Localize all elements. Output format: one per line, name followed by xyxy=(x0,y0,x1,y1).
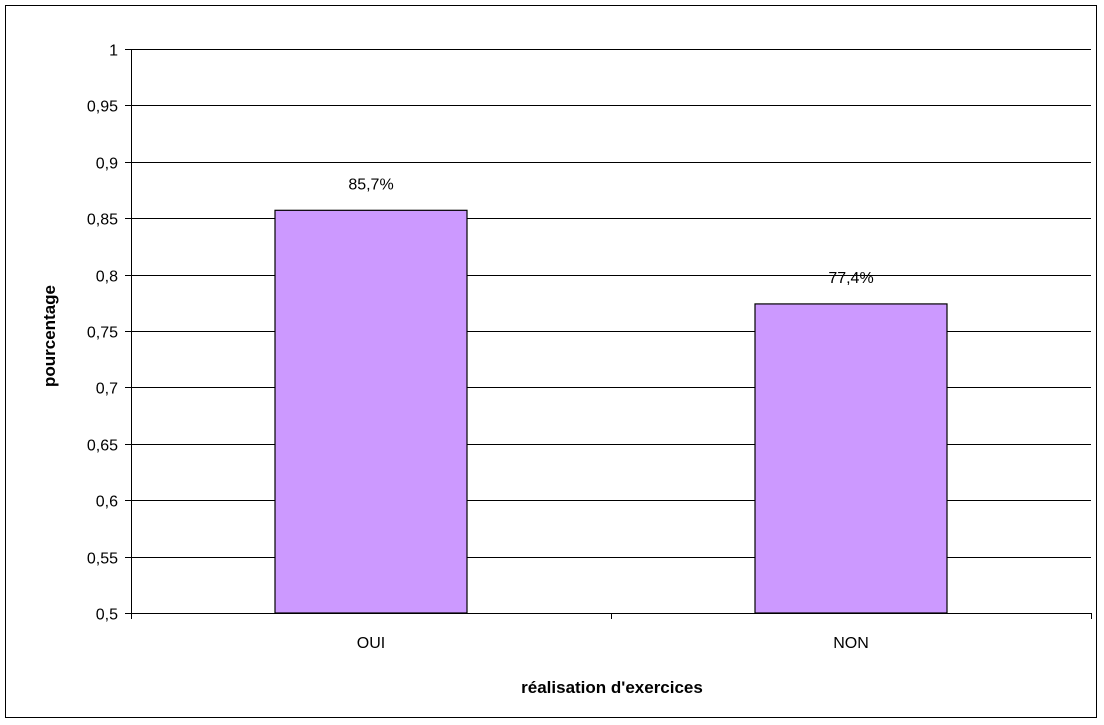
axes xyxy=(125,49,1092,619)
x-tick-label: NON xyxy=(833,635,869,652)
x-axis-title: réalisation d'exercices xyxy=(521,678,703,697)
y-tick-labels: 0,5 0,55 0,6 0,65 0,7 0,75 0,8 0,85 0,9 0,95 1 xyxy=(87,43,118,624)
y-tick-label: 0,7 xyxy=(96,381,118,398)
bar-oui xyxy=(274,209,468,614)
y-tick-label: 0,8 xyxy=(96,269,118,286)
y-tick-label: 0,65 xyxy=(87,438,118,455)
x-tick-labels: OUI NON xyxy=(357,635,869,652)
y-tick-label: 0,6 xyxy=(96,494,118,511)
data-label: 85,7% xyxy=(348,176,393,193)
bar-non xyxy=(754,303,948,614)
data-label: 77,4% xyxy=(828,270,873,287)
y-tick-label: 1 xyxy=(109,43,118,60)
y-tick-label: 0,5 xyxy=(96,607,118,624)
y-tick-label: 0,85 xyxy=(87,212,118,229)
x-tick-label: OUI xyxy=(357,635,385,652)
y-tick-label: 0,95 xyxy=(87,99,118,116)
y-tick-label: 0,9 xyxy=(96,156,118,173)
data-labels: 85,7% 77,4% xyxy=(348,176,873,287)
y-tick-label: 0,75 xyxy=(87,325,118,342)
y-axis-title: pourcentage xyxy=(40,285,59,387)
y-tick-label: 0,55 xyxy=(87,551,118,568)
